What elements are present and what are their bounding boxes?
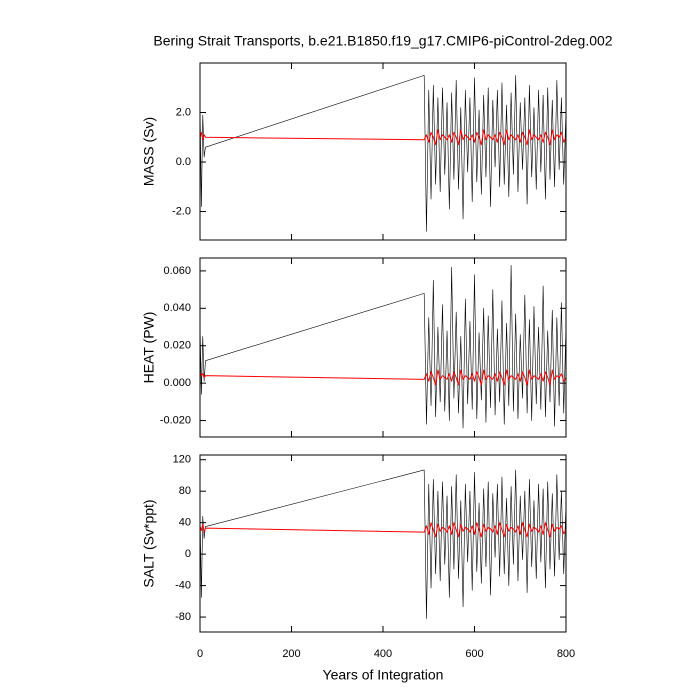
y-tick-label: 40 (179, 517, 191, 529)
y-tick-label: 0.060 (163, 265, 191, 277)
y-tick-label: 0.0 (176, 156, 191, 168)
y-axis-label: HEAT (PW) (141, 312, 157, 384)
x-tick-label: 0 (197, 648, 203, 660)
x-tick-label: 200 (282, 648, 300, 660)
x-axis-label: Years of Integration (323, 667, 444, 683)
series-line (200, 75, 566, 232)
y-tick-label: -40 (175, 579, 191, 591)
series-line (200, 522, 566, 538)
y-axis-label: SALT (Sv*ppt) (141, 499, 157, 587)
y-tick-label: -2.0 (172, 205, 191, 217)
x-tick-label: 800 (557, 648, 575, 660)
series-line (200, 264, 566, 429)
series-line (200, 369, 566, 386)
series-line (200, 129, 566, 146)
x-tick-label: 400 (374, 648, 392, 660)
y-tick-label: -0.020 (160, 414, 191, 426)
y-tick-label: 0 (185, 548, 191, 560)
chart-title: Bering Strait Transports, b.e21.B1850.f1… (153, 33, 612, 49)
y-tick-label: 0.020 (163, 340, 191, 352)
y-tick-label: 80 (179, 485, 191, 497)
y-tick-label: 120 (173, 454, 191, 466)
x-tick-label: 600 (465, 648, 483, 660)
y-axis-label: MASS (Sv) (141, 117, 157, 186)
y-tick-label: 2.0 (176, 106, 191, 118)
y-tick-label: 0.000 (163, 377, 191, 389)
series-line (200, 469, 566, 619)
y-tick-label: -80 (175, 611, 191, 623)
y-tick-label: 0.040 (163, 302, 191, 314)
